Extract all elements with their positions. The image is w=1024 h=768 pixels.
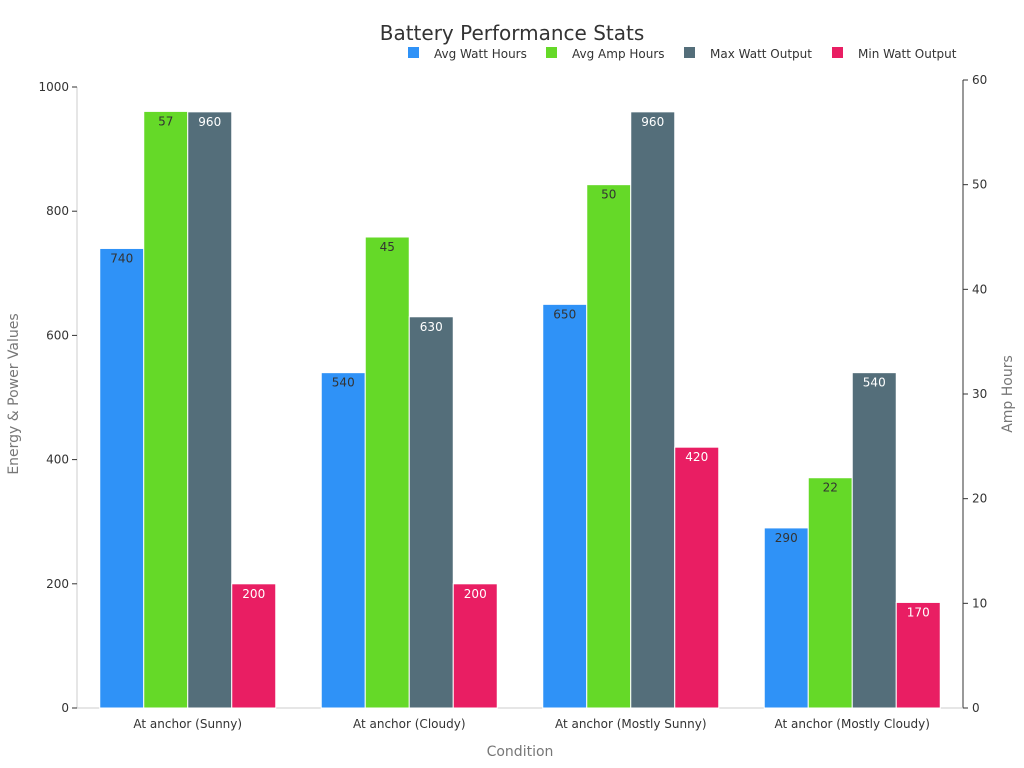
data-label-avg-amp-hours: 50 [601, 188, 616, 202]
bar-avg-watt-hours [320, 372, 366, 709]
data-label-avg-watt-hours: 290 [775, 531, 798, 545]
data-label-min-watt-output: 200 [464, 587, 487, 601]
left-tick-label: 600 [46, 328, 69, 342]
left-tick-label: 800 [46, 204, 69, 218]
data-label-max-watt-output: 540 [863, 376, 886, 390]
left-tick-label: 400 [46, 453, 69, 467]
bar-avg-amp-hours [364, 236, 410, 709]
bar-avg-amp-hours [807, 477, 853, 709]
data-label-avg-watt-hours: 650 [553, 307, 576, 321]
x-tick-label: At anchor (Sunny) [133, 717, 242, 731]
bar-max-watt-output [187, 111, 233, 709]
left-tick-label: 1000 [38, 80, 69, 94]
right-tick-label: 20 [972, 492, 987, 506]
chart-legend: Avg Watt Hours Avg Amp Hours Max Watt Outp… [408, 47, 957, 61]
data-label-avg-amp-hours: 22 [823, 481, 838, 495]
left-y-axis-title: Energy & Power Values [6, 313, 22, 474]
right-y-axis: 0 10 20 30 40 50 60 [962, 73, 987, 715]
data-label-max-watt-output: 960 [641, 115, 664, 129]
bar-min-watt-output [452, 583, 498, 709]
bar-min-watt-output [895, 601, 941, 709]
x-axis: At anchor (Sunny) At anchor (Cloudy) At an… [77, 707, 963, 731]
legend-label-avg-amp-hours: Avg Amp Hours [572, 47, 665, 61]
x-tick-label: At anchor (Mostly Cloudy) [775, 717, 930, 731]
bar-max-watt-output [851, 372, 897, 709]
bar-avg-amp-hours [143, 110, 189, 709]
legend-swatch-max-watt-output [684, 47, 695, 58]
left-tick-label: 0 [61, 701, 69, 715]
bar-avg-watt-hours [763, 527, 809, 709]
data-label-avg-watt-hours: 540 [332, 376, 355, 390]
right-tick-label: 30 [972, 387, 987, 401]
data-label-min-watt-output: 200 [242, 587, 265, 601]
legend-swatch-avg-watt-hours [408, 47, 419, 58]
right-y-axis-title: Amp Hours [1000, 355, 1016, 433]
data-label-avg-amp-hours: 45 [380, 240, 395, 254]
data-label-min-watt-output: 170 [907, 605, 930, 619]
x-tick-label: At anchor (Cloudy) [353, 717, 466, 731]
data-label-avg-amp-hours: 57 [158, 114, 173, 128]
right-tick-label: 10 [972, 596, 987, 610]
x-tick-label: At anchor (Mostly Sunny) [555, 717, 707, 731]
left-tick-label: 200 [46, 577, 69, 591]
data-label-max-watt-output: 960 [198, 115, 221, 129]
legend-swatch-avg-amp-hours [546, 47, 557, 58]
right-tick-label: 0 [972, 701, 980, 715]
data-labels-group: 740 57 960 200 540 45 630 200 650 50 960 420 290 22 54… [110, 114, 929, 619]
legend-swatch-min-watt-output [832, 47, 843, 58]
chart-title: Battery Performance Stats [380, 21, 645, 45]
data-label-max-watt-output: 630 [420, 320, 443, 334]
bar-avg-watt-hours [542, 303, 588, 709]
data-label-min-watt-output: 420 [685, 450, 708, 464]
legend-label-min-watt-output: Min Watt Output [858, 47, 957, 61]
legend-label-avg-watt-hours: Avg Watt Hours [434, 47, 527, 61]
bar-max-watt-output [630, 111, 676, 709]
bar-avg-watt-hours [99, 247, 145, 709]
bar-max-watt-output [408, 316, 454, 709]
bars-group [99, 110, 941, 709]
bar-avg-amp-hours [586, 184, 632, 709]
data-label-avg-watt-hours: 740 [110, 251, 133, 265]
right-tick-label: 40 [972, 282, 987, 296]
bar-min-watt-output [674, 446, 720, 709]
x-axis-title: Condition [487, 744, 554, 760]
legend-label-max-watt-output: Max Watt Output [710, 47, 812, 61]
right-tick-label: 60 [972, 73, 987, 87]
right-tick-label: 50 [972, 178, 987, 192]
left-y-axis: 0 200 400 600 800 1000 [38, 80, 78, 715]
bar-min-watt-output [231, 583, 277, 709]
